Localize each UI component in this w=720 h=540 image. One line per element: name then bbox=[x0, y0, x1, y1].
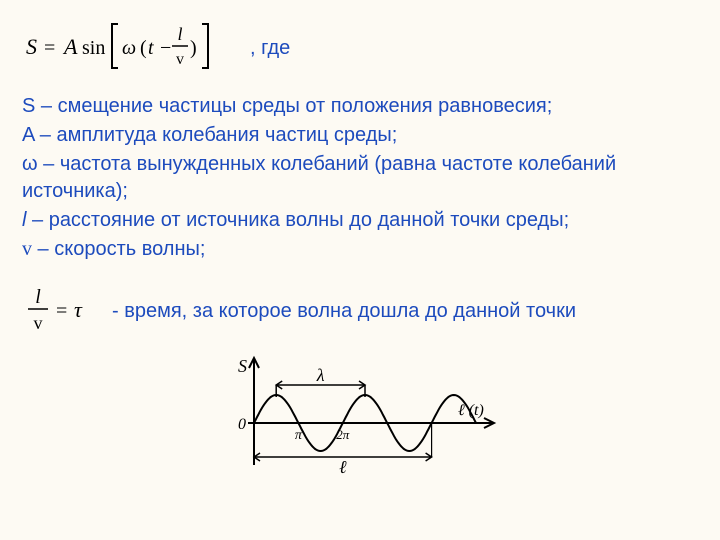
svg-text:S: S bbox=[238, 356, 247, 376]
wave-equation-formula: S = A sin ω ( t − l v ) bbox=[22, 18, 232, 79]
def-s: S – смещение частицы среды от положения … bbox=[22, 93, 698, 120]
svg-text:v: v bbox=[176, 51, 184, 68]
formula-row: S = A sin ω ( t − l v ) , где bbox=[22, 18, 698, 79]
svg-text:π: π bbox=[295, 428, 303, 443]
tau-formula: l v = τ bbox=[22, 281, 98, 342]
svg-text:A: A bbox=[62, 34, 78, 59]
svg-text:ω: ω bbox=[122, 37, 136, 59]
svg-text:=: = bbox=[56, 300, 67, 322]
svg-text:−: − bbox=[160, 37, 171, 59]
definitions-block: S – смещение частицы среды от положения … bbox=[22, 93, 698, 263]
svg-text:t: t bbox=[148, 37, 154, 59]
tau-row: l v = τ - время, за которое волна дошла … bbox=[22, 281, 698, 342]
svg-text:ℓ (t): ℓ (t) bbox=[458, 402, 484, 419]
svg-text:): ) bbox=[190, 37, 197, 59]
formula-where-label: , где bbox=[250, 37, 290, 60]
svg-text:ℓ: ℓ bbox=[339, 457, 347, 477]
def-l: l – расстояние от источника волны до дан… bbox=[22, 207, 698, 234]
physics-slide: S = A sin ω ( t − l v ) , где bbox=[0, 0, 720, 540]
svg-text:l: l bbox=[177, 24, 182, 44]
svg-text:0: 0 bbox=[238, 416, 246, 433]
def-v: v – скорость волны; bbox=[22, 236, 698, 263]
def-a: A – амплитуда колебания частиц среды; bbox=[22, 122, 698, 149]
svg-text:sin: sin bbox=[82, 37, 105, 59]
svg-text:l: l bbox=[35, 286, 41, 308]
svg-text:τ: τ bbox=[74, 297, 83, 322]
svg-text:S: S bbox=[26, 34, 37, 59]
svg-text:(: ( bbox=[140, 37, 147, 59]
svg-text:v: v bbox=[34, 313, 43, 333]
wave-diagram: λ π 2π ℓ S 0 ℓ (t) bbox=[22, 348, 698, 483]
svg-text:λ: λ bbox=[316, 365, 325, 385]
svg-text:2π: 2π bbox=[336, 427, 350, 442]
def-omega: ω – частота вынужденных колебаний (равна… bbox=[22, 151, 698, 205]
svg-text:=: = bbox=[44, 37, 55, 59]
tau-description: - время, за которое волна дошла до данно… bbox=[112, 300, 576, 323]
